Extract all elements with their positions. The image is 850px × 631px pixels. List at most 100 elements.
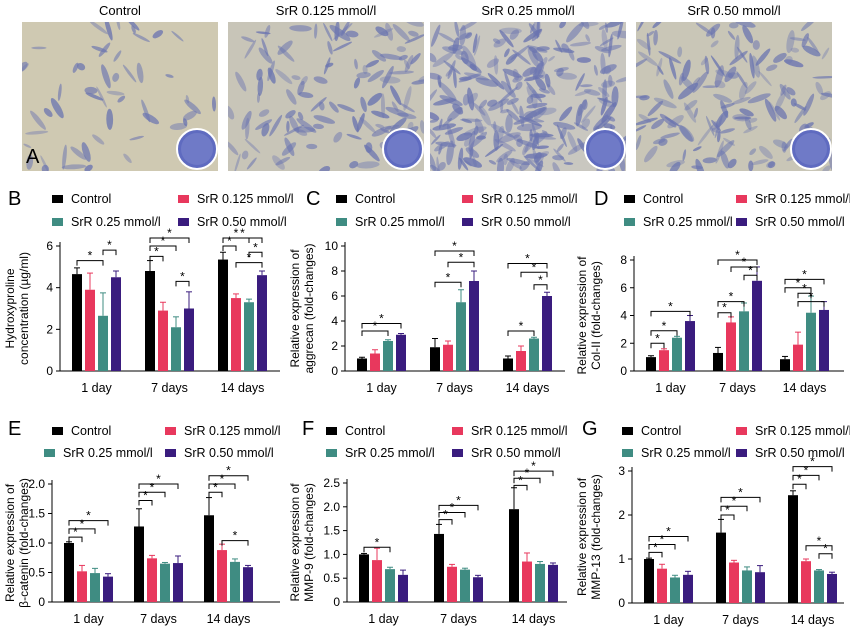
x-tick-label: 1 day	[73, 612, 104, 626]
stained-cell	[767, 161, 776, 169]
stained-cell	[581, 105, 596, 123]
stained-cell	[346, 133, 362, 140]
stained-cell	[420, 120, 424, 134]
stained-cell	[84, 86, 98, 95]
significance-bracket	[507, 263, 548, 269]
significance-bracket	[438, 504, 479, 511]
stained-cell	[26, 154, 34, 170]
micrograph-control	[22, 22, 218, 171]
significance-star: *	[802, 281, 807, 295]
significance-bracket	[175, 280, 190, 287]
legend-label: SrR 0.50 mmol/l	[197, 215, 287, 229]
legend-srr-025: SrR 0.25 mmol/l	[326, 446, 435, 460]
y-tick-label: 1.0	[323, 547, 340, 561]
stained-cell	[794, 105, 807, 124]
stained-cell	[585, 34, 591, 42]
significance-star: *	[538, 273, 543, 287]
stained-cell	[684, 99, 698, 111]
legend-control: Control	[326, 424, 385, 438]
stained-cell	[453, 68, 457, 89]
col-ii-chart: 0 2 4 6 8 Relative expression of Col-II (fold-…	[575, 248, 844, 395]
significance-star: *	[220, 472, 225, 486]
stained-cell	[438, 32, 456, 43]
bar	[231, 298, 241, 371]
stained-cell	[112, 72, 120, 82]
stained-cell	[711, 119, 721, 131]
stained-cell	[432, 52, 454, 68]
bar	[385, 569, 395, 602]
significance-star: *	[73, 525, 78, 539]
stained-cell	[574, 90, 592, 97]
stained-cell	[281, 142, 297, 156]
stained-cell	[43, 107, 53, 118]
stained-cell	[25, 130, 49, 135]
stained-cell	[313, 76, 328, 84]
stained-cell	[272, 155, 285, 170]
legend-control: Control	[624, 192, 683, 206]
legend-srr-050: SrR 0.50 mmol/l	[736, 446, 845, 460]
stained-cell	[532, 133, 540, 151]
stained-cell	[403, 59, 410, 70]
stained-cell	[766, 64, 778, 72]
stained-cell	[371, 110, 390, 119]
legend-swatch	[624, 194, 635, 203]
stained-cell	[581, 118, 591, 129]
significance-bracket	[102, 249, 117, 256]
micrograph-title-srr-0125: SrR 0.125 mmol/l	[275, 3, 377, 18]
stained-cell	[382, 65, 394, 89]
legend-srr-0125: SrR 0.125 mmol/l	[178, 192, 294, 206]
stained-cell	[356, 72, 371, 79]
stained-cell	[410, 53, 421, 65]
significance-star: *	[525, 252, 530, 266]
stained-cell	[723, 137, 735, 146]
stained-cell	[337, 104, 356, 112]
x-tick-label: 1 day	[366, 381, 397, 395]
significance-star: *	[226, 464, 231, 478]
bar	[396, 334, 406, 371]
mmp-9-chart: 0 0.5 1.0 1.5 2.0 2.5 Relative expression of MM…	[288, 459, 567, 626]
bar	[739, 311, 749, 371]
stained-cell	[663, 79, 674, 99]
bar	[473, 577, 483, 602]
y-tick-label: 0	[618, 596, 625, 610]
stained-cell	[553, 148, 566, 162]
stained-cell	[106, 108, 114, 130]
stained-cell	[682, 149, 687, 161]
legend-label: SrR 0.125 mmol/l	[471, 424, 568, 438]
stained-cell	[657, 65, 664, 75]
stained-cell	[644, 145, 658, 163]
y-tick-label: 2.0	[323, 500, 340, 514]
stained-cell	[820, 92, 832, 99]
stained-cell	[559, 22, 567, 29]
stained-cell	[747, 93, 771, 104]
significance-star: *	[666, 525, 671, 539]
bar	[503, 358, 513, 371]
stained-cell	[783, 59, 804, 68]
legend-swatch	[165, 426, 176, 435]
stained-cell	[544, 73, 551, 88]
legend-label: Control	[643, 192, 684, 206]
stained-cell	[493, 130, 500, 151]
stained-cell	[744, 81, 757, 94]
stained-cell	[332, 41, 353, 52]
legend-label: Control	[641, 424, 682, 438]
y-tick-label: 10	[325, 239, 339, 253]
bar	[670, 577, 680, 603]
bar	[469, 281, 479, 371]
stained-cell	[499, 27, 522, 35]
x-tick-label: 1 day	[655, 381, 686, 395]
legend-label: SrR 0.25 mmol/l	[63, 446, 153, 460]
bar	[657, 568, 667, 603]
bar	[145, 271, 155, 371]
legend-swatch	[178, 194, 189, 203]
stained-cell	[486, 58, 499, 68]
bar	[806, 312, 816, 371]
significance-star: *	[379, 312, 384, 326]
significance-star: *	[233, 529, 238, 543]
stained-cell	[446, 123, 456, 149]
stained-cell	[323, 57, 331, 75]
stained-cell	[392, 24, 410, 42]
stained-cell	[184, 99, 201, 115]
stained-cell	[492, 38, 501, 44]
bar	[456, 302, 466, 371]
